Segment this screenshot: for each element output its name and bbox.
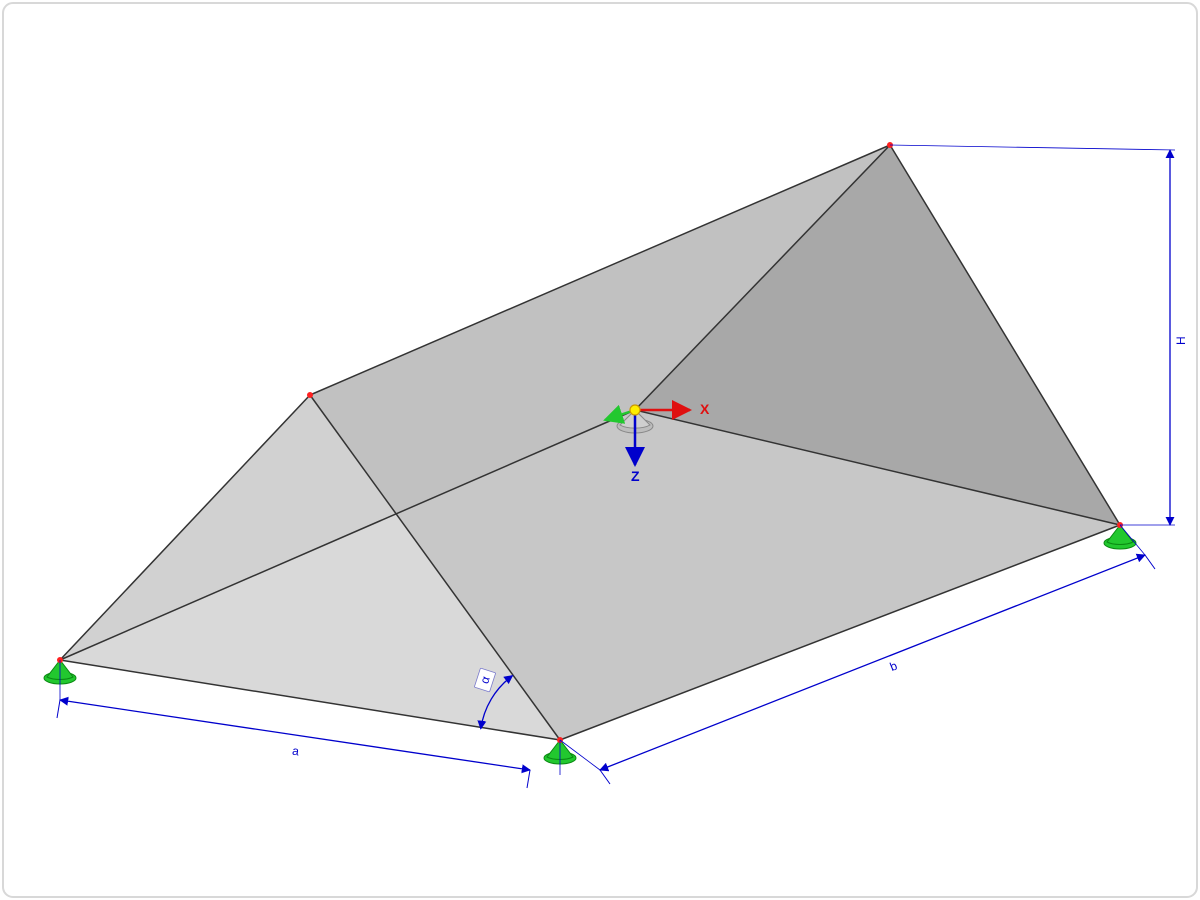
dim-tick [527, 770, 530, 788]
node-marker [307, 392, 313, 398]
dim-tick [57, 700, 60, 718]
dim-tick [1145, 555, 1155, 569]
model-faces [60, 145, 1120, 740]
dim-tick [600, 770, 610, 784]
origin-marker [630, 405, 640, 415]
diagram-canvas [0, 0, 1200, 900]
dim-witness [890, 145, 1175, 150]
